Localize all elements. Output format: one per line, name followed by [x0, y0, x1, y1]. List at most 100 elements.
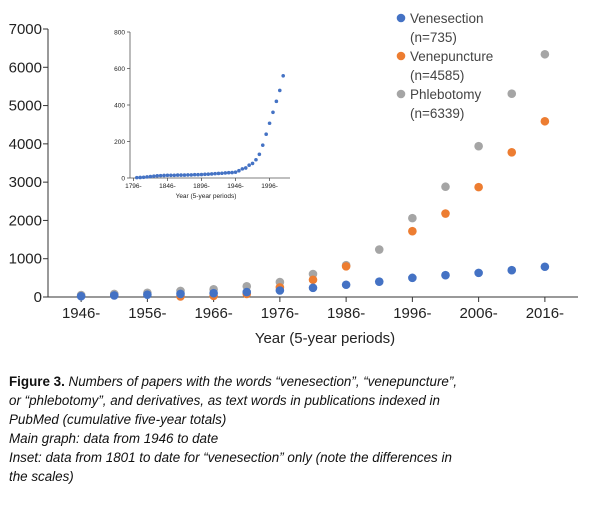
inset-x-tick-label: 1896-	[193, 183, 210, 190]
caption-line-6: the scales)	[9, 469, 74, 484]
inset-data-point	[162, 173, 166, 178]
inset-x-tick-label: 1996-	[261, 183, 278, 190]
inset-y-tick-label: 0	[121, 176, 125, 183]
inset-data-point	[165, 173, 170, 178]
inset-data-point	[213, 171, 217, 176]
y-tick-label: 6000	[9, 59, 42, 76]
inset-data-point	[267, 121, 272, 126]
data-point	[507, 147, 517, 157]
x-tick-label: 1976-	[261, 305, 299, 322]
inset-data-point	[196, 172, 200, 177]
inset-y-tick-label: 600	[114, 66, 125, 73]
inset-data-point	[206, 172, 211, 176]
inset-data-point	[145, 175, 149, 179]
data-point	[308, 275, 318, 285]
data-point	[441, 209, 450, 218]
inset-data-point	[135, 175, 139, 180]
data-point	[374, 277, 384, 286]
inset-data-point	[216, 171, 221, 176]
x-tick-label: 2006-	[459, 305, 497, 322]
inset-x-tick-label: 1796-	[125, 183, 142, 190]
inset-data-point	[223, 171, 228, 175]
inset-data-point	[148, 174, 153, 179]
data-point	[441, 270, 450, 280]
inset-data-point	[209, 172, 214, 176]
inset-data-point	[254, 157, 258, 162]
y-tick-label: 4000	[9, 136, 42, 153]
inset-data-point	[271, 110, 275, 115]
data-point	[209, 288, 218, 298]
inset-data-point	[257, 152, 262, 157]
y-tick-label: 0	[34, 289, 42, 306]
inset-data-point	[169, 173, 173, 178]
y-tick-label: 7000	[9, 21, 42, 38]
caption-line-4: Main graph: data from 1946 to date	[9, 431, 219, 446]
y-tick-label: 1000	[9, 251, 42, 268]
y-tick-label: 3000	[9, 174, 42, 191]
inset-data-point	[264, 132, 268, 136]
inset-data-point	[243, 166, 248, 170]
data-point	[507, 265, 517, 275]
inset-y-tick-label: 800	[114, 30, 125, 37]
inset-data-point	[260, 143, 265, 147]
inset-data-point	[186, 173, 190, 177]
data-point	[76, 291, 86, 301]
inset-data-point	[281, 74, 285, 78]
data-point	[341, 280, 351, 290]
inset-data-point	[192, 172, 197, 177]
inset-y-tick-label: 400	[114, 103, 125, 110]
legend-label: Venepuncture	[410, 49, 493, 64]
inset-data-point	[138, 175, 143, 180]
inset-data-point	[237, 168, 241, 173]
x-tick-label: 2016-	[526, 305, 564, 322]
caption-line-2: or “phlebotomy”, and derivatives, as tex…	[9, 393, 440, 408]
inset-data-point	[203, 172, 207, 177]
x-axis-title: Year (5-year periods)	[255, 330, 395, 347]
inset-chart: 0 200 400 600 800 1796- 1846- 1896- 1946- 1996- Ye…	[114, 30, 290, 200]
data-point	[242, 287, 252, 297]
data-point	[374, 245, 384, 254]
inset-data-point	[179, 173, 183, 177]
data-point	[275, 286, 285, 295]
inset-data-point	[199, 172, 204, 177]
data-point	[540, 49, 550, 59]
caption-line-1-text: Numbers of papers with the words “venese…	[64, 374, 458, 389]
data-point	[109, 291, 119, 300]
inset-data-point	[230, 170, 234, 175]
legend-marker	[396, 13, 406, 23]
data-point	[474, 141, 483, 151]
inset-data-point	[274, 99, 279, 104]
inset-data-point	[158, 173, 163, 178]
legend-count: (n=4585)	[410, 68, 464, 83]
inset-data-point	[141, 175, 146, 180]
data-point	[540, 262, 550, 272]
inset-data-point	[226, 170, 231, 175]
inset-data-point	[277, 88, 282, 93]
caption-line-3: PubMed (cumulative five-year totals)	[9, 412, 227, 427]
inset-data-point	[175, 173, 180, 177]
caption-line-1: Figure 3. Numbers of papers with the wor…	[9, 372, 594, 391]
inset-data-point	[155, 174, 160, 178]
caption-line-5: Inset: data from 1801 to date for “venes…	[9, 450, 452, 465]
data-point	[341, 262, 351, 271]
inset-data-point	[189, 173, 194, 177]
inset-data-point	[220, 171, 224, 176]
legend-count: (n=6339)	[410, 106, 464, 121]
inset-data-point	[233, 170, 238, 174]
inset-y-tick-label: 200	[114, 139, 125, 146]
x-tick-label: 1946-	[62, 305, 100, 322]
data-point	[176, 289, 185, 299]
inset-data-point	[250, 161, 255, 166]
legend-label: Venesection	[410, 11, 484, 26]
x-tick-label: 1966-	[194, 305, 232, 322]
figure-caption: Figure 3. Numbers of papers with the wor…	[9, 372, 594, 486]
inset-x-tick-label: 1846-	[159, 183, 176, 190]
inset-data-point	[247, 163, 251, 168]
x-tick-label: 1986-	[327, 305, 365, 322]
legend-label: Phlebotomy	[410, 87, 482, 102]
data-point	[507, 89, 517, 99]
legend-marker	[396, 51, 406, 61]
x-tick-label: 1996-	[393, 305, 431, 322]
legend-marker	[396, 89, 406, 99]
